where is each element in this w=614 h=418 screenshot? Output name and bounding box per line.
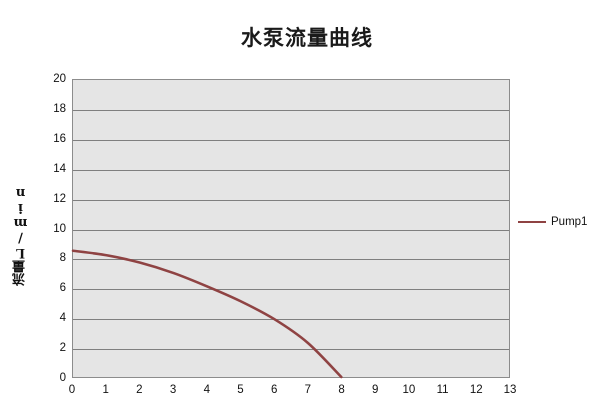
x-axis-tick-6: 6 — [270, 384, 278, 396]
y-axis-tick-16: 16 — [53, 132, 66, 145]
legend-label-pump1: Pump1 — [551, 216, 588, 228]
y-axis-tick-4: 4 — [59, 312, 66, 325]
series-line-pump1 — [71, 249, 343, 379]
y-axis-tick-6: 6 — [59, 282, 66, 295]
y-axis-tick-8: 8 — [59, 252, 66, 265]
gridline-10 — [73, 230, 509, 231]
y-axis-tick-18: 18 — [53, 102, 66, 115]
gridline-6 — [73, 289, 509, 290]
x-axis-tick-13: 13 — [503, 384, 517, 396]
x-axis-tick-11: 11 — [436, 384, 449, 396]
x-axis-tick-10: 10 — [402, 384, 416, 396]
gridline-12 — [73, 200, 509, 201]
y-axis-tick-labels: 0 2 4 6 8 10 12 14 16 18 20 — [30, 73, 66, 384]
y-axis-tick-10: 10 — [53, 222, 66, 235]
x-axis-tick-9: 9 — [372, 384, 379, 396]
y-axis-tick-12: 12 — [53, 192, 66, 205]
gridline-2 — [73, 349, 509, 350]
gridlines — [73, 80, 509, 377]
gridline-16 — [73, 140, 509, 141]
x-axis-tick-12: 12 — [469, 384, 483, 396]
x-axis-tick-1: 1 — [102, 384, 109, 396]
chart-title: 水泵流量曲线 — [241, 25, 373, 50]
y-axis-tick-20: 20 — [53, 73, 66, 85]
legend-line-swatch-pump1 — [518, 220, 546, 224]
series-curve-layer — [71, 249, 343, 379]
x-axis-tick-5: 5 — [237, 384, 244, 396]
gridline-18 — [73, 110, 509, 111]
y-axis-tick-0: 0 — [59, 372, 66, 384]
y-axis-tick-2: 2 — [59, 342, 66, 355]
plot-area — [71, 79, 510, 379]
x-axis-tick-4: 4 — [203, 384, 210, 396]
gridline-14 — [73, 170, 509, 171]
x-axis-tick-7: 7 — [304, 384, 312, 396]
x-axis-tick-8: 8 — [338, 384, 345, 396]
x-axis-tick-0: 0 — [68, 384, 76, 396]
y-axis-tick-14: 14 — [53, 162, 66, 175]
gridline-8 — [73, 259, 509, 260]
x-axis-tick-labels: 0 1 2 3 4 5 6 7 8 9 10 11 12 13 — [68, 384, 517, 404]
x-axis-tick-3: 3 — [169, 384, 177, 396]
gridline-4 — [73, 319, 509, 320]
chart-legend: Pump1 — [518, 216, 587, 228]
x-axis-tick-2: 2 — [136, 384, 143, 396]
